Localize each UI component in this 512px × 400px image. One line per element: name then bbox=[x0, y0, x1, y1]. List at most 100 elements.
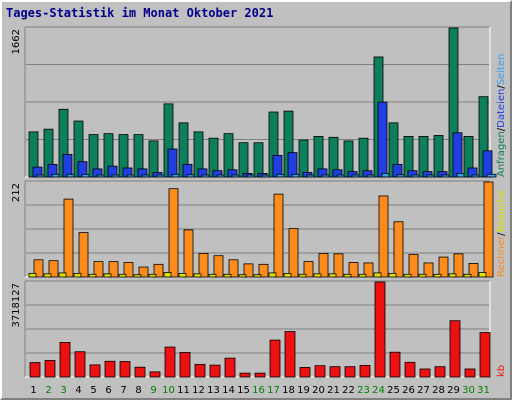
legend-entry: Besuche bbox=[496, 190, 507, 233]
bar-kb-day-5 bbox=[89, 364, 101, 378]
bar-besuche-day-3 bbox=[58, 272, 67, 278]
y-max-label: 212 bbox=[11, 183, 22, 202]
bar-anfragen-day-27 bbox=[418, 135, 429, 178]
bar-kb-day-22 bbox=[344, 366, 356, 378]
day-label-4: 4 bbox=[75, 385, 81, 396]
bar-besuche-day-13 bbox=[208, 273, 217, 278]
bar-rechner-day-4 bbox=[78, 232, 89, 278]
day-label-31: 31 bbox=[477, 385, 490, 396]
bar-rechner-day-18 bbox=[288, 228, 299, 278]
bar-rechner-day-30 bbox=[468, 263, 479, 278]
day-label-6: 6 bbox=[105, 385, 111, 396]
bar-kb-day-15 bbox=[239, 372, 251, 378]
day-label-25: 25 bbox=[387, 385, 400, 396]
bar-dateien-day-29 bbox=[452, 132, 463, 178]
bar-dateien-day-3 bbox=[62, 154, 73, 178]
bar-kb-day-13 bbox=[209, 364, 221, 378]
day-label-17: 17 bbox=[267, 385, 280, 396]
bar-besuche-day-12 bbox=[193, 273, 202, 278]
bar-rechner-day-23 bbox=[363, 262, 374, 278]
bar-besuche-day-25 bbox=[388, 272, 397, 278]
y-max-label: 3718127 bbox=[11, 283, 22, 328]
bar-kb-day-12 bbox=[194, 363, 206, 378]
bar-kb-day-28 bbox=[434, 366, 446, 378]
day-label-9: 9 bbox=[150, 385, 156, 396]
bar-rechner-day-2 bbox=[48, 260, 59, 278]
legend-entry: Rechner bbox=[496, 235, 507, 277]
day-label-24: 24 bbox=[372, 385, 385, 396]
bar-rechner-day-22 bbox=[348, 262, 359, 278]
bar-rechner-day-14 bbox=[228, 259, 239, 278]
bar-kb-day-24 bbox=[374, 281, 386, 378]
bar-rechner-day-7 bbox=[123, 262, 134, 278]
day-label-26: 26 bbox=[402, 385, 415, 396]
bar-besuche-day-23 bbox=[358, 273, 367, 278]
day-label-16: 16 bbox=[252, 385, 265, 396]
bar-besuche-day-29 bbox=[448, 273, 457, 278]
bar-besuche-day-17 bbox=[268, 272, 277, 278]
bar-kb-day-11 bbox=[179, 352, 191, 378]
bar-besuche-day-5 bbox=[88, 273, 97, 278]
bar-kb-day-29 bbox=[449, 320, 461, 378]
day-label-30: 30 bbox=[462, 385, 475, 396]
day-label-12: 12 bbox=[192, 385, 205, 396]
bar-besuche-day-18 bbox=[283, 272, 292, 278]
bar-kb-day-2 bbox=[44, 360, 56, 378]
bar-besuche-day-15 bbox=[238, 274, 247, 278]
day-label-29: 29 bbox=[447, 385, 460, 396]
bar-rechner-day-9 bbox=[153, 263, 164, 278]
bar-anfragen-day-9 bbox=[148, 140, 159, 178]
bar-anfragen-day-28 bbox=[433, 135, 444, 178]
bar-besuche-day-10 bbox=[163, 272, 172, 278]
day-label-7: 7 bbox=[120, 385, 126, 396]
bar-besuche-day-19 bbox=[298, 273, 307, 278]
bar-rechner-day-16 bbox=[258, 263, 269, 278]
bar-kb-day-10 bbox=[164, 346, 176, 378]
bar-rechner-day-27 bbox=[423, 262, 434, 278]
bar-besuche-day-21 bbox=[328, 273, 337, 278]
bar-dateien-day-24 bbox=[377, 101, 388, 178]
bar-rechner-day-20 bbox=[318, 253, 329, 278]
bar-kb-day-7 bbox=[119, 361, 131, 378]
bar-kb-day-8 bbox=[134, 366, 146, 378]
legend-bottom: kb bbox=[496, 365, 507, 377]
bar-rechner-day-21 bbox=[333, 253, 344, 278]
bar-kb-day-21 bbox=[329, 366, 341, 378]
bar-rechner-day-24 bbox=[378, 195, 389, 278]
bar-rechner-day-10 bbox=[168, 188, 179, 278]
bar-kb-day-19 bbox=[299, 367, 311, 378]
bar-besuche-day-28 bbox=[433, 273, 442, 278]
bar-kb-day-14 bbox=[224, 357, 236, 378]
bar-rechner-day-26 bbox=[408, 253, 419, 278]
bar-besuche-day-8 bbox=[133, 274, 142, 278]
legend-entry: / bbox=[496, 127, 507, 131]
bar-rechner-day-3 bbox=[63, 198, 74, 278]
bar-besuche-day-6 bbox=[103, 273, 112, 278]
chart-title: Tages-Statistik im Monat Oktober 2021 bbox=[6, 6, 274, 20]
legend-entry: / bbox=[496, 85, 507, 89]
bar-kb-day-23 bbox=[359, 364, 371, 378]
bar-dateien-day-10 bbox=[167, 148, 178, 178]
bar-rechner-day-13 bbox=[213, 255, 224, 278]
bar-kb-day-16 bbox=[254, 372, 266, 378]
bar-rechner-day-29 bbox=[453, 253, 464, 278]
bar-kb-day-26 bbox=[404, 361, 416, 378]
bar-kb-day-6 bbox=[104, 360, 116, 378]
bar-besuche-day-16 bbox=[253, 274, 262, 278]
day-label-2: 2 bbox=[45, 385, 51, 396]
bar-besuche-day-22 bbox=[343, 273, 352, 278]
bar-besuche-day-26 bbox=[403, 273, 412, 278]
day-label-21: 21 bbox=[327, 385, 340, 396]
y-max-label: 1662 bbox=[11, 29, 22, 54]
legend-entry: kb bbox=[496, 365, 507, 377]
legend-top: Anfragen/Dateien/Seiten bbox=[496, 54, 507, 177]
bar-rechner-day-1 bbox=[33, 259, 44, 278]
bar-kb-day-9 bbox=[149, 371, 161, 378]
bar-besuche-day-7 bbox=[118, 273, 127, 278]
day-label-20: 20 bbox=[312, 385, 325, 396]
bar-anfragen-day-15 bbox=[238, 142, 249, 178]
bar-rechner-day-15 bbox=[243, 263, 254, 278]
bar-rechner-day-12 bbox=[198, 253, 209, 278]
bar-rechner-day-28 bbox=[438, 256, 449, 278]
